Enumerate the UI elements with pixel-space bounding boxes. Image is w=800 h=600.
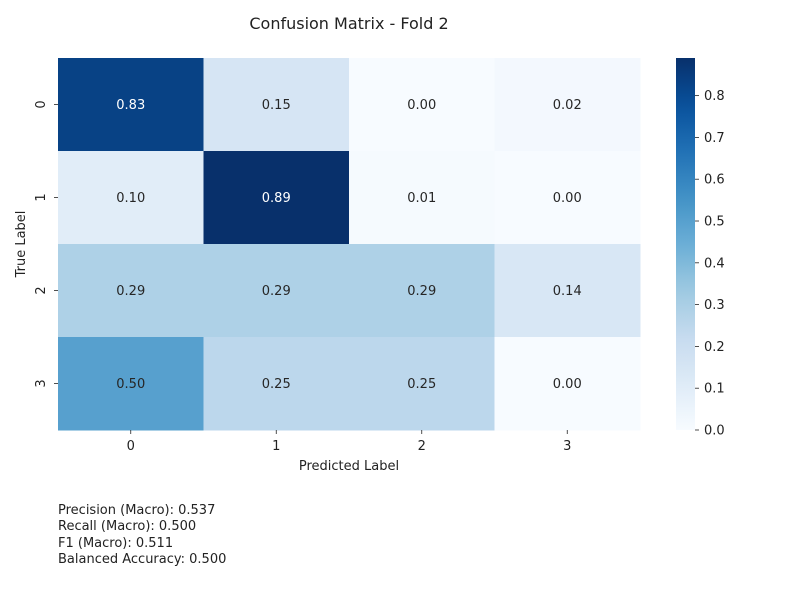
cell-value-label: 0.25 <box>407 377 436 392</box>
cell-value-label: 0.00 <box>553 377 582 392</box>
colorbar-tick-label: 0.6 <box>704 173 725 188</box>
balanced-accuracy-text: Balanced Accuracy: 0.500 <box>58 551 227 567</box>
heatmap-cell <box>58 151 204 245</box>
x-axis-ticks: 0 1 2 3 <box>127 430 571 454</box>
cell-value-label: 0.15 <box>262 98 291 113</box>
heatmap-cell <box>349 244 495 338</box>
colorbar-tick-label: 0.8 <box>704 89 725 104</box>
cell-value-label: 0.25 <box>262 377 291 392</box>
x-axis-label: Predicted Label <box>299 459 399 474</box>
colorbar-tick-label: 0.5 <box>704 215 725 230</box>
chart-title: Confusion Matrix - Fold 2 <box>249 14 448 33</box>
colorbar-tick-label: 0.2 <box>704 340 725 355</box>
x-tick-label: 3 <box>563 439 571 454</box>
colorbar-gradient <box>676 58 695 430</box>
cell-value-label: 0.29 <box>407 284 436 299</box>
heatmap-cell <box>203 337 350 431</box>
x-tick-label: 2 <box>418 439 426 454</box>
cell-value-label: 0.02 <box>553 98 582 113</box>
heatmap-cells: 0.83 0.15 0.00 0.02 0.10 0.89 0.01 0.00 0.29 0.29… <box>58 58 641 431</box>
heatmap-cell <box>58 337 204 431</box>
cell-value-label: 0.14 <box>553 284 582 299</box>
x-tick-label: 0 <box>127 439 135 454</box>
cell-value-label: 0.83 <box>116 98 145 113</box>
colorbar-tick-label: 0.4 <box>704 256 725 271</box>
heatmap-cell <box>349 151 495 245</box>
y-tick-label: 3 <box>34 379 49 387</box>
heatmap-cell <box>203 244 350 338</box>
heatmap-cell <box>349 337 495 431</box>
cell-value-label: 0.89 <box>262 191 291 206</box>
colorbar-tick-label: 0.0 <box>704 424 725 439</box>
colorbar: 0.0 0.1 0.2 0.3 0.4 0.5 0.6 0.7 0.8 <box>676 58 725 439</box>
precision-macro-text: Precision (Macro): 0.537 <box>58 503 216 518</box>
heatmap-cell <box>58 244 204 338</box>
colorbar-tick-label: 0.3 <box>704 298 725 313</box>
cell-value-label: 0.10 <box>116 191 145 206</box>
cell-value-label: 0.00 <box>553 191 582 206</box>
heatmap-cell <box>494 337 641 431</box>
y-axis-ticks: 0 1 2 3 <box>34 100 58 388</box>
heatmap-cell <box>494 151 641 245</box>
y-tick-label: 2 <box>34 286 49 294</box>
heatmap-cell <box>494 244 641 338</box>
colorbar-tick-label: 0.1 <box>704 382 725 397</box>
y-tick-label: 1 <box>34 193 49 201</box>
metrics-summary: Precision (Macro): 0.537 Recall (Macro):… <box>58 503 226 568</box>
recall-macro-text: Recall (Macro): 0.500 <box>58 519 197 535</box>
f1-macro-text: F1 (Macro): 0.511 <box>58 535 174 551</box>
cell-value-label: 0.29 <box>262 284 291 299</box>
cell-value-label: 0.00 <box>407 98 436 113</box>
cell-value-label: 0.50 <box>116 377 145 392</box>
heatmap-cell <box>203 151 350 245</box>
y-tick-label: 0 <box>34 100 49 108</box>
heatmap-cell <box>494 58 641 152</box>
cell-value-label: 0.29 <box>116 284 145 299</box>
colorbar-tick-label: 0.7 <box>704 131 725 146</box>
heatmap-cell <box>203 58 350 152</box>
cell-value-label: 0.01 <box>407 191 436 206</box>
x-tick-label: 1 <box>272 439 280 454</box>
y-axis-label: True Label <box>14 211 29 279</box>
heatmap-cell <box>349 58 495 152</box>
heatmap-cell <box>58 58 204 152</box>
